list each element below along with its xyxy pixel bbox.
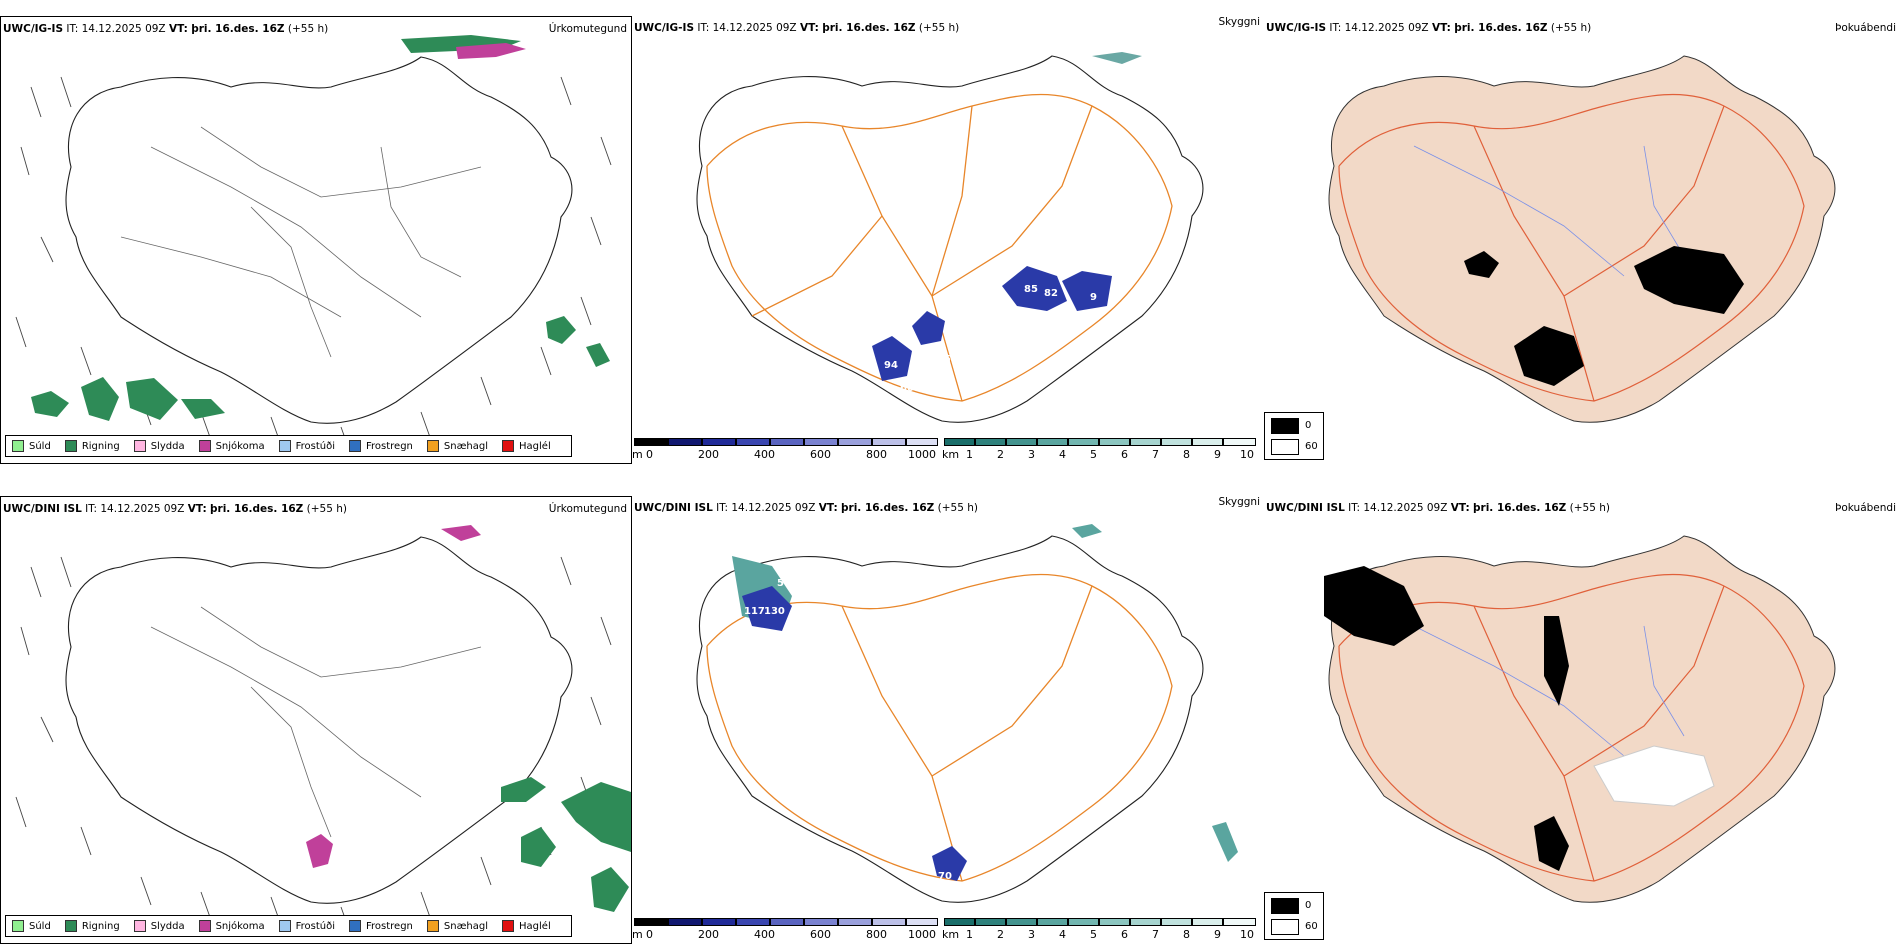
precip-legend: Súld Rigning Slydda Snjókoma Frostúði Fr…	[5, 435, 572, 457]
panel-title: Úrkomutegund	[548, 23, 627, 35]
legend-item: Snæhagl	[426, 440, 488, 452]
svg-text:82: 82	[1044, 288, 1058, 299]
panel-title: Úrkomutegund	[548, 503, 627, 515]
svg-text:85: 85	[1024, 284, 1038, 295]
legend-item: Súld	[12, 920, 51, 932]
forecast-header: UWC/IG-IS IT: 14.12.2025 09Z VT: þri. 16…	[3, 23, 329, 35]
forecast-header: UWC/DINI ISL IT: 14.12.2025 09Z VT: þri.…	[3, 503, 347, 515]
legend-item: Slydda	[133, 920, 185, 932]
forecast-header: UWC/DINI ISL IT: 14.12.2025 09Z VT: þri.…	[1266, 502, 1610, 514]
panel-title: Skyggni	[1218, 16, 1261, 28]
fog-legend: 0 60	[1264, 892, 1324, 940]
legend-item: Frostregn	[349, 920, 413, 932]
iceland-map-ceiling-top: 82 85 82 9 115 94 60 27	[696, 52, 1204, 423]
wind-barbs	[15, 556, 612, 936]
legend-item: Rigning	[64, 440, 120, 452]
panel-title: Þokuábendi	[1835, 502, 1896, 514]
rivers	[1413, 145, 1685, 277]
svg-text:9: 9	[1090, 292, 1097, 303]
ceiling-labels: 82 85 82 9 115 94 60 27	[884, 258, 1097, 397]
svg-text:27: 27	[932, 386, 946, 397]
legend-item: Haglél	[502, 440, 551, 452]
legend-item: Frostregn	[349, 440, 413, 452]
visibility-colorbar: km 1 2 3 4 5 6 7 8 9 10	[942, 438, 1256, 462]
precip-type-panel-top: UWC/IG-IS IT: 14.12.2025 09Z VT: þri. 16…	[0, 16, 632, 464]
panel-title: Skyggni	[1218, 496, 1261, 508]
ceiling-colorbar: m 0 200 400 600 800 1000	[632, 438, 938, 462]
svg-text:117: 117	[744, 606, 765, 617]
precip-type-panel-bottom: UWC/DINI ISL IT: 14.12.2025 09Z VT: þri.…	[0, 496, 632, 944]
ceiling-panel-top: 82 85 82 9 115 94 60 27 UWC/IG-IS IT: 14…	[632, 16, 1264, 464]
fog-areas	[1464, 246, 1744, 386]
legend-item: Frostúði	[278, 440, 335, 452]
legend-item: Snjókoma	[198, 920, 265, 932]
svg-text:560: 560	[777, 578, 798, 589]
svg-text:115: 115	[930, 354, 951, 365]
ceiling-labels: 560 117 130 70	[744, 578, 952, 882]
roads	[706, 93, 1173, 402]
svg-text:130: 130	[764, 606, 785, 617]
legend-item: Súld	[12, 440, 51, 452]
legend-item: Haglél	[502, 920, 551, 932]
colorbar-unit: m	[632, 928, 643, 941]
legend-item: Slydda	[133, 440, 185, 452]
rain-areas	[31, 35, 610, 421]
fog-roads	[1338, 93, 1805, 402]
iceland-map-ceiling-bottom: 560 117 130 70	[696, 524, 1238, 903]
legend-item: Frostúði	[278, 920, 335, 932]
ceiling-colorbar: m 0 200 400 600 800 1000	[632, 918, 938, 942]
glacier-area	[1593, 745, 1715, 807]
iceland-map-precip-top	[15, 35, 612, 456]
colorbar-unit: m	[632, 448, 643, 461]
iceland-map-fog-bottom	[1324, 535, 1836, 903]
legend-item: Snjókoma	[198, 440, 265, 452]
svg-text:82: 82	[944, 258, 958, 269]
rain-areas	[501, 777, 631, 912]
svg-text:60: 60	[900, 383, 914, 394]
visibility-colorbar: km 1 2 3 4 5 6 7 8 9 10	[942, 918, 1256, 942]
forecast-header: UWC/DINI ISL IT: 14.12.2025 09Z VT: þri.…	[634, 502, 978, 514]
low-ceiling-areas	[872, 266, 1112, 381]
fog-panel-top: UWC/IG-IS IT: 14.12.2025 09Z VT: þri. 16…	[1264, 16, 1900, 464]
svg-text:94: 94	[884, 360, 898, 371]
fog-legend: 0 60	[1264, 412, 1324, 460]
legend-item: Snæhagl	[426, 920, 488, 932]
forecast-header: UWC/IG-IS IT: 14.12.2025 09Z VT: þri. 16…	[634, 22, 960, 34]
forecast-header: UWC/IG-IS IT: 14.12.2025 09Z VT: þri. 16…	[1266, 22, 1592, 34]
iceland-map-precip-bottom	[15, 525, 631, 936]
colorbar-unit: km	[942, 928, 960, 941]
svg-text:70: 70	[938, 871, 952, 882]
fog-panel-bottom: UWC/DINI ISL IT: 14.12.2025 09Z VT: þri.…	[1264, 496, 1900, 944]
fog-areas	[1324, 566, 1569, 871]
colorbar-unit: km	[942, 448, 960, 461]
precip-legend: Súld Rigning Slydda Snjókoma Frostúði Fr…	[5, 915, 572, 937]
fog-roads	[1338, 573, 1805, 882]
low-ceiling-areas	[742, 586, 967, 881]
panel-title: Þokuábendi	[1835, 22, 1896, 34]
vis-areas	[1092, 52, 1142, 64]
snow-areas	[306, 525, 481, 868]
rivers	[1413, 625, 1685, 757]
roads	[706, 573, 1173, 882]
snow-areas	[456, 43, 526, 59]
legend-item: Rigning	[64, 920, 120, 932]
iceland-map-fog-top	[1328, 55, 1836, 423]
ceiling-panel-bottom: 560 117 130 70 UWC/DINI ISL IT: 14.12.20…	[632, 496, 1264, 944]
